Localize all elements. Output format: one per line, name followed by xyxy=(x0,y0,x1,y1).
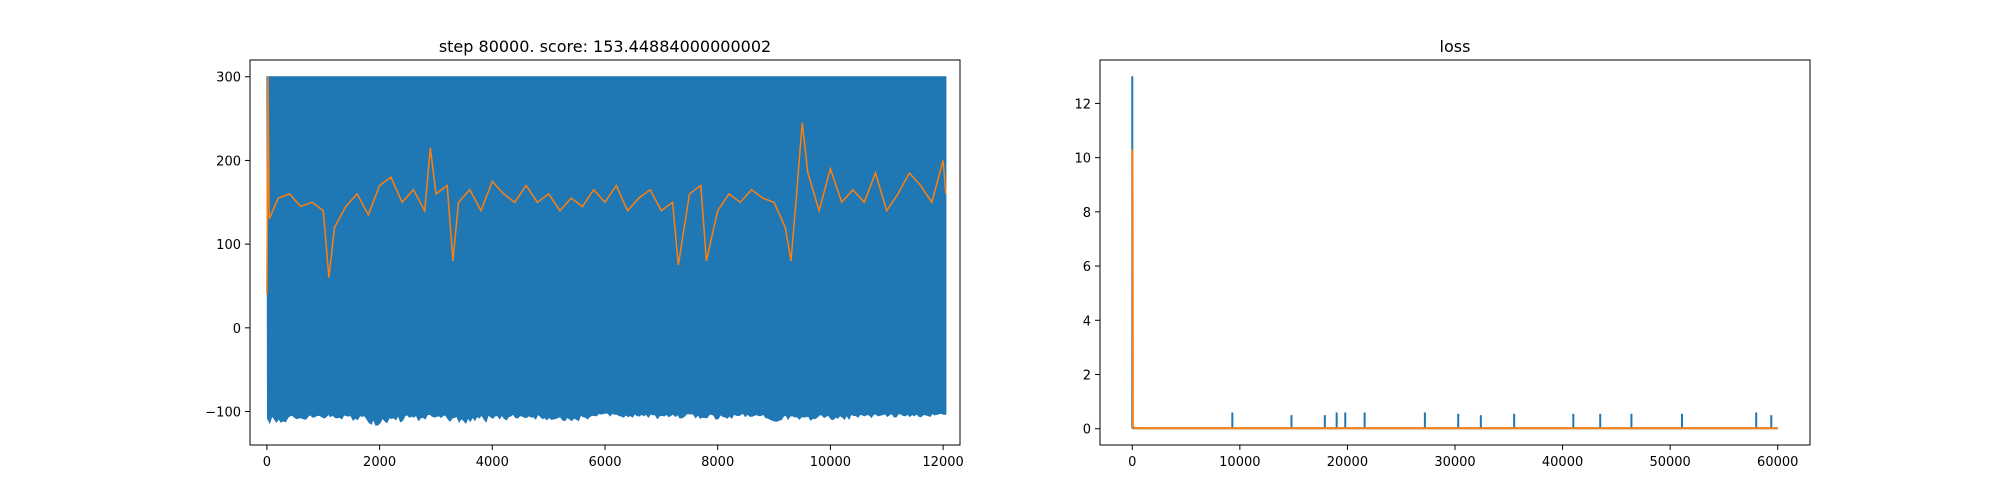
score-x-tick-label: 12000 xyxy=(922,455,963,470)
score-x-tick-label: 0 xyxy=(263,455,271,470)
loss-x-tick-label: 50000 xyxy=(1649,455,1690,470)
score-plot-series xyxy=(266,76,947,426)
loss-x-tick-label: 30000 xyxy=(1434,455,1475,470)
loss-plot-axes: 0 10000 20000 30000 40000 50000 60000 0 2 4 6 8 10 12 xyxy=(1074,97,1798,470)
score-series-line xyxy=(266,76,947,426)
loss-x-tick-label: 60000 xyxy=(1757,455,1798,470)
score-y-tick-label: 100 xyxy=(216,238,241,253)
loss-smoothed-line xyxy=(1131,149,1778,430)
score-y-tick-label: 200 xyxy=(216,154,241,169)
score-plot-axes: 0 2000 4000 6000 8000 10000 12000 −100 0 100 200 30… xyxy=(205,71,963,470)
loss-y-tick-label: 6 xyxy=(1083,260,1091,275)
loss-y-tick-label: 10 xyxy=(1074,152,1091,167)
loss-plot-frame xyxy=(1099,59,1811,446)
loss-x-tick-label: 40000 xyxy=(1542,455,1583,470)
loss-x-tick-label: 10000 xyxy=(1219,455,1260,470)
score-moving-average-line xyxy=(266,76,947,295)
score-x-tick-label: 6000 xyxy=(588,455,621,470)
score-x-tick-label: 10000 xyxy=(810,455,851,470)
loss-x-tick-label: 20000 xyxy=(1327,455,1368,470)
score-y-tick-label: 300 xyxy=(216,71,241,86)
score-plot-title: step 80000. score: 153.44884000000002 xyxy=(439,37,771,56)
score-y-tick-label: 0 xyxy=(233,322,241,337)
score-plot-frame xyxy=(249,59,961,446)
score-x-tick-label: 8000 xyxy=(701,455,734,470)
score-y-tick-label: −100 xyxy=(205,406,241,421)
loss-x-tick-label: 0 xyxy=(1128,455,1136,470)
score-x-tick-label: 4000 xyxy=(476,455,509,470)
loss-y-tick-label: 4 xyxy=(1083,314,1091,329)
loss-y-tick-label: 0 xyxy=(1083,423,1091,438)
loss-y-tick-label: 12 xyxy=(1074,97,1091,112)
loss-plot-series xyxy=(1131,76,1778,430)
score-plot: step 80000. score: 153.44884000000002 0 2… xyxy=(205,37,963,470)
loss-y-tick-label: 8 xyxy=(1083,206,1091,221)
loss-y-tick-label: 2 xyxy=(1083,369,1091,384)
loss-plot-area xyxy=(1100,60,1810,445)
loss-plot: loss 0 10000 20000 30000 40000 50000 60000 0 2 4 6… xyxy=(1074,37,1811,470)
loss-plot-title: loss xyxy=(1440,37,1471,56)
score-x-tick-label: 2000 xyxy=(363,455,396,470)
